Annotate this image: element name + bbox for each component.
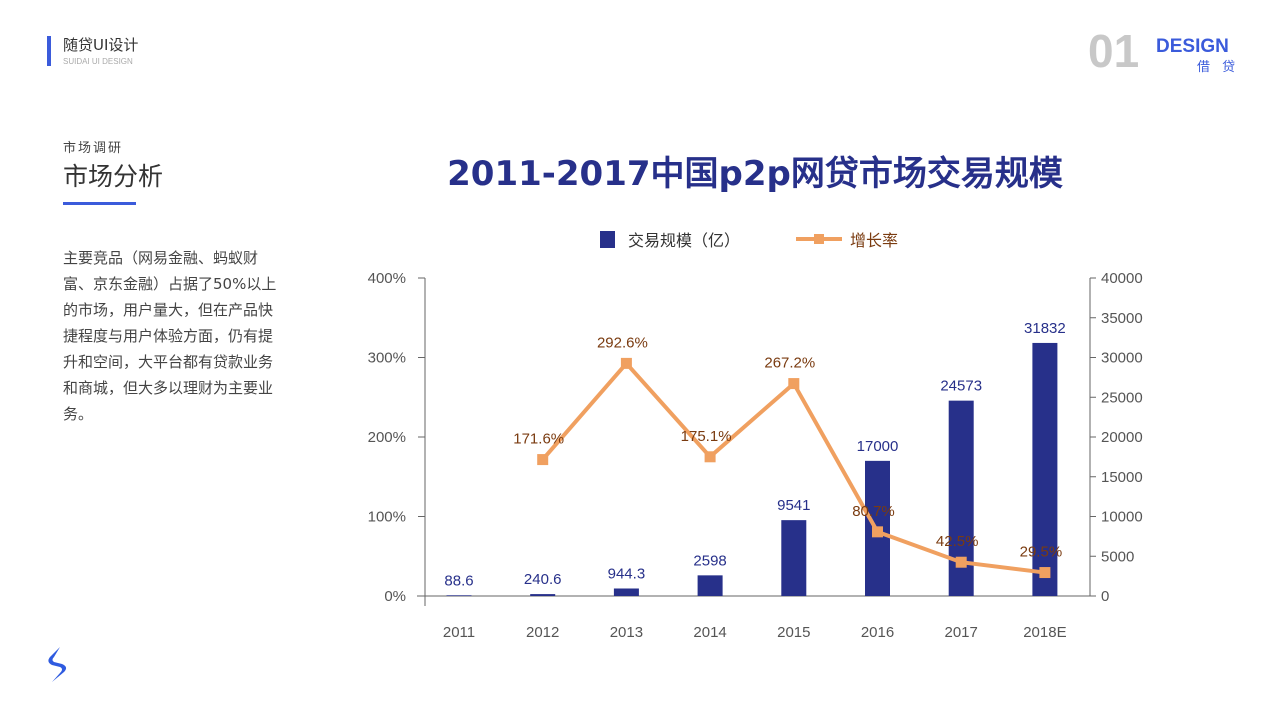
legend-bar-swatch — [600, 231, 615, 248]
x-tick-label: 2018E — [1023, 624, 1066, 641]
growth-label: 171.6% — [513, 431, 564, 448]
brand-accent-bar — [47, 36, 51, 66]
right-tick-label: 40000 — [1101, 270, 1143, 287]
bar-label: 31832 — [1024, 320, 1066, 337]
x-tick-label: 2011 — [443, 624, 475, 641]
legend-line-marker — [814, 234, 824, 244]
bar — [446, 595, 472, 596]
page-number: 01 — [1088, 25, 1140, 77]
x-tick-label: 2014 — [693, 624, 726, 641]
bar — [613, 588, 639, 596]
bar-label: 2598 — [693, 552, 726, 569]
bar — [530, 594, 556, 596]
growth-marker — [788, 378, 800, 390]
right-tick-label: 10000 — [1101, 509, 1143, 526]
growth-label: 267.2% — [764, 355, 815, 372]
growth-label: 42.5% — [936, 533, 979, 550]
design-sublabel: 借 贷 — [1197, 60, 1240, 75]
growth-label: 80.7% — [852, 503, 895, 520]
growth-marker — [1039, 567, 1051, 579]
growth-label: 292.6% — [597, 334, 648, 351]
bar — [1032, 342, 1058, 596]
x-tick-label: 2016 — [861, 624, 894, 641]
brand-title: 随贷UI设计 — [63, 36, 139, 54]
right-tick-label: 15000 — [1101, 469, 1143, 486]
bar-label: 24573 — [940, 378, 982, 395]
title-underline — [63, 202, 136, 205]
left-tick-label: 100% — [368, 509, 406, 526]
bar-label: 944.3 — [608, 565, 646, 582]
legend-bar-label: 交易规模（亿） — [628, 232, 740, 250]
growth-marker — [537, 454, 549, 466]
right-tick-label: 30000 — [1101, 350, 1143, 367]
bar-label: 17000 — [857, 438, 899, 455]
growth-marker — [955, 556, 967, 568]
bar-label: 88.6 — [444, 572, 473, 589]
description: 主要竞品（网易金融、蚂蚁财富、京东金融）占据了50%以上的市场，用户量大，但在产… — [63, 249, 277, 423]
chart-title: 2011-2017中国p2p网贷市场交易规模 — [447, 154, 1063, 194]
right-tick-label: 5000 — [1101, 548, 1134, 565]
bar-label: 240.6 — [524, 571, 562, 588]
growth-marker — [704, 451, 716, 463]
bar — [697, 575, 723, 596]
x-tick-label: 2017 — [945, 624, 978, 641]
design-label: DESIGN — [1156, 36, 1229, 57]
right-tick-label: 35000 — [1101, 310, 1143, 327]
left-tick-label: 200% — [368, 429, 406, 446]
brand-subtitle: SUIDAI UI DESIGN — [63, 57, 133, 66]
right-tick-label: 25000 — [1101, 389, 1143, 406]
x-tick-label: 2015 — [777, 624, 810, 641]
bar-label: 9541 — [777, 497, 810, 514]
left-tick-label: 400% — [368, 270, 406, 287]
left-tick-label: 300% — [368, 350, 406, 367]
growth-label: 29.5% — [1020, 544, 1063, 561]
growth-label: 175.1% — [681, 428, 732, 445]
right-tick-label: 20000 — [1101, 429, 1143, 446]
growth-marker — [872, 526, 883, 538]
section-subtitle: 市场调研 — [63, 141, 124, 156]
right-tick-label: 0 — [1101, 588, 1109, 605]
x-tick-label: 2013 — [610, 624, 643, 641]
growth-marker — [620, 357, 632, 369]
bar — [781, 520, 807, 596]
x-tick-label: 2012 — [526, 624, 559, 641]
left-tick-label: 0% — [384, 588, 406, 605]
section-title: 市场分析 — [63, 162, 164, 191]
legend-line-label: 增长率 — [850, 232, 898, 250]
logo-icon — [48, 647, 67, 682]
